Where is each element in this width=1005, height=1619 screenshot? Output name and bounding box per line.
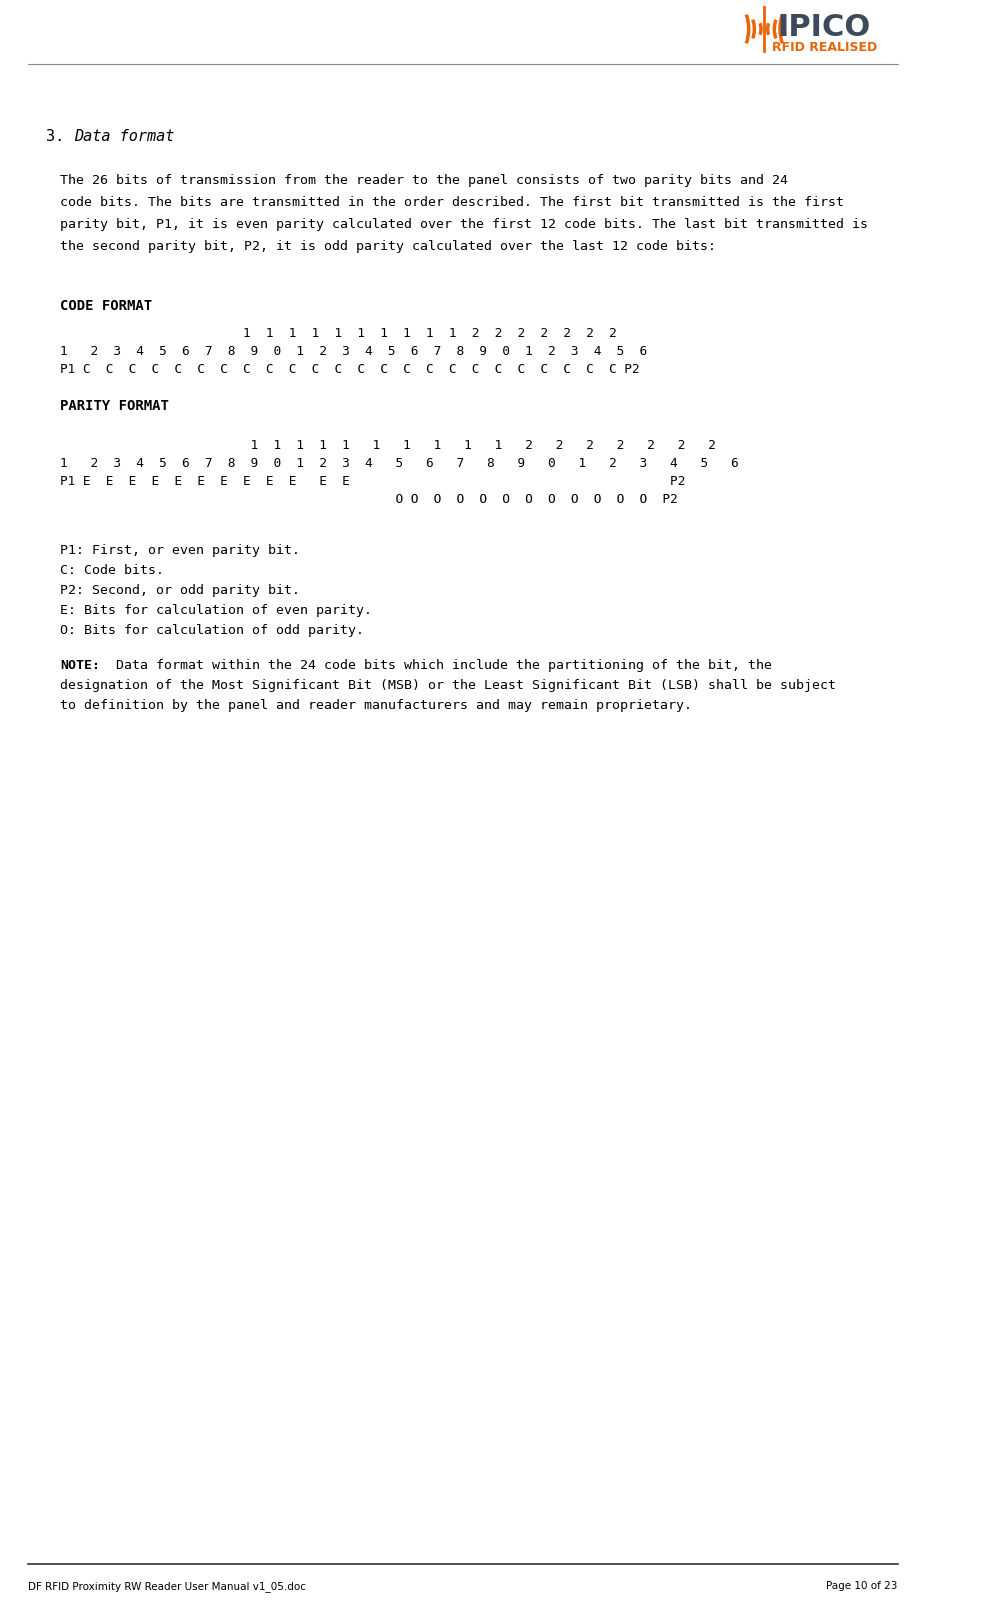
Text: P2: Second, or odd parity bit.: P2: Second, or odd parity bit. [60, 584, 299, 597]
Text: 1  1  1  1  1   1   1   1   1   1   2   2   2   2   2   2   2: 1 1 1 1 1 1 1 1 1 1 2 2 2 2 2 2 2 [60, 439, 716, 452]
Text: P1: First, or even parity bit.: P1: First, or even parity bit. [60, 544, 299, 557]
Text: 1  1  1  1  1  1  1  1  1  1  2  2  2  2  2  2  2: 1 1 1 1 1 1 1 1 1 1 2 2 2 2 2 2 2 [60, 327, 616, 340]
Text: 1   2  3  4  5  6  7  8  9  0  1  2  3  4  5  6  7  8  9  0  1  2  3  4  5  6: 1 2 3 4 5 6 7 8 9 0 1 2 3 4 5 6 7 8 9 0 … [60, 345, 647, 358]
Text: O O  O  O  O  O  O  O  O  O  O  O  P2: O O O O O O O O O O O O P2 [60, 494, 677, 507]
Text: NOTE:: NOTE: [60, 659, 99, 672]
Text: Page 10 of 23: Page 10 of 23 [826, 1582, 897, 1591]
Text: DF RFID Proximity RW Reader User Manual v1_05.doc: DF RFID Proximity RW Reader User Manual … [27, 1582, 306, 1591]
Text: the second parity bit, P2, it is odd parity calculated over the last 12 code bit: the second parity bit, P2, it is odd par… [60, 240, 716, 253]
Text: RFID REALISED: RFID REALISED [772, 40, 876, 53]
Text: E: Bits for calculation of even parity.: E: Bits for calculation of even parity. [60, 604, 372, 617]
Text: The 26 bits of transmission from the reader to the panel consists of two parity : The 26 bits of transmission from the rea… [60, 173, 788, 188]
Text: PARITY FORMAT: PARITY FORMAT [60, 398, 169, 413]
Text: Data format within the 24 code bits which include the partitioning of the bit, t: Data format within the 24 code bits whic… [108, 659, 772, 672]
Text: 1   2  3  4  5  6  7  8  9  0  1  2  3  4   5   6   7   8   9   0   1   2   3   : 1 2 3 4 5 6 7 8 9 0 1 2 3 4 5 6 7 8 9 0 … [60, 457, 739, 470]
Text: 3.: 3. [46, 130, 64, 144]
Text: O: Bits for calculation of odd parity.: O: Bits for calculation of odd parity. [60, 623, 364, 636]
Text: code bits. The bits are transmitted in the order described. The first bit transm: code bits. The bits are transmitted in t… [60, 196, 844, 209]
Text: CODE FORMAT: CODE FORMAT [60, 300, 152, 312]
Text: designation of the Most Significant Bit (MSB) or the Least Significant Bit (LSB): designation of the Most Significant Bit … [60, 678, 836, 691]
Text: P1 E  E  E  E  E  E  E  E  E  E   E  E                                          : P1 E E E E E E E E E E E E [60, 474, 685, 487]
Text: parity bit, P1, it is even parity calculated over the first 12 code bits. The la: parity bit, P1, it is even parity calcul… [60, 219, 868, 232]
Text: IPICO: IPICO [778, 13, 870, 42]
Text: C: Code bits.: C: Code bits. [60, 563, 164, 576]
Text: P1 C  C  C  C  C  C  C  C  C  C  C  C  C  C  C  C  C  C  C  C  C  C  C  C P2: P1 C C C C C C C C C C C C C C C C C C C… [60, 363, 639, 376]
Text: Data format: Data format [73, 130, 174, 144]
Text: to definition by the panel and reader manufacturers and may remain proprietary.: to definition by the panel and reader ma… [60, 699, 691, 712]
